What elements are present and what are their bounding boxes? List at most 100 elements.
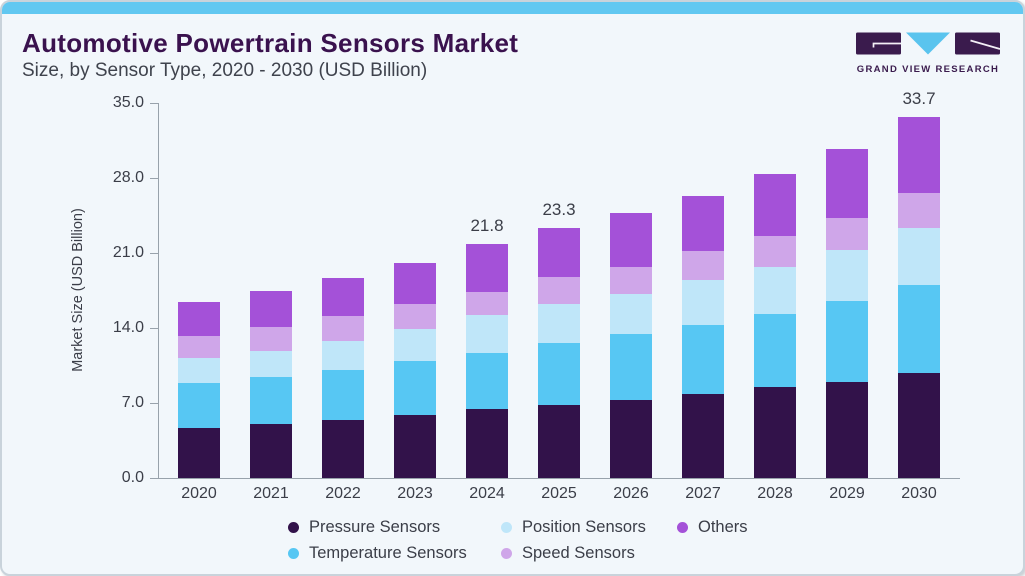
bar-segment-pressure-sensors-2026 bbox=[610, 400, 652, 478]
legend-item-speed-sensors: Speed Sensors bbox=[501, 542, 635, 564]
bar-segment-pressure-sensors-2027 bbox=[682, 394, 724, 478]
bar-segment-speed-sensors-2029 bbox=[826, 218, 868, 250]
bar-segment-speed-sensors-2020 bbox=[178, 336, 220, 358]
bar-total-label-2030: 33.7 bbox=[902, 89, 936, 108]
bar-segment-temperature-sensors-2029 bbox=[826, 301, 868, 382]
legend-label: Pressure Sensors bbox=[309, 517, 441, 536]
bar-segment-temperature-sensors-2027 bbox=[682, 325, 724, 394]
bar-segment-pressure-sensors-2020 bbox=[178, 428, 220, 478]
y-tick-label: 28.0 bbox=[112, 169, 144, 186]
x-tick-label-2024: 2024 bbox=[469, 485, 505, 502]
bar-segment-position-sensors-2021 bbox=[250, 351, 292, 377]
bar-segment-others-2024 bbox=[466, 244, 508, 292]
bar-segment-pressure-sensors-2028 bbox=[754, 387, 796, 478]
legend-swatch-icon bbox=[288, 521, 299, 533]
bar-segment-position-sensors-2020 bbox=[178, 358, 220, 383]
legend-swatch-icon bbox=[288, 547, 299, 559]
bar-segment-others-2029 bbox=[826, 149, 868, 218]
y-tick bbox=[150, 403, 158, 404]
y-tick-label: 35.0 bbox=[112, 94, 144, 111]
bar-segment-pressure-sensors-2024 bbox=[466, 409, 508, 478]
bar-segment-speed-sensors-2023 bbox=[394, 304, 436, 329]
y-tick bbox=[150, 178, 158, 179]
x-tick-label-2025: 2025 bbox=[541, 485, 577, 502]
x-tick-label-2030: 2030 bbox=[901, 485, 937, 502]
legend-label: Temperature Sensors bbox=[309, 543, 467, 562]
bar-segment-position-sensors-2029 bbox=[826, 250, 868, 301]
legend-item-position-sensors: Position Sensors bbox=[501, 516, 646, 538]
bar-segment-others-2022 bbox=[322, 278, 364, 316]
bar-segment-others-2027 bbox=[682, 196, 724, 251]
bar-segment-pressure-sensors-2025 bbox=[538, 405, 580, 478]
grand-view-research-logo: GRAND VIEW RESEARCH bbox=[855, 32, 1001, 75]
y-tick-label: 0.0 bbox=[121, 469, 144, 486]
bar-segment-position-sensors-2023 bbox=[394, 329, 436, 361]
bar-segment-others-2025 bbox=[538, 228, 580, 277]
legend-swatch-icon bbox=[501, 521, 512, 533]
bar-segment-speed-sensors-2027 bbox=[682, 251, 724, 280]
bar-segment-pressure-sensors-2029 bbox=[826, 382, 868, 478]
bar-segment-position-sensors-2026 bbox=[610, 294, 652, 334]
bar-segment-position-sensors-2027 bbox=[682, 280, 724, 325]
legend-label: Speed Sensors bbox=[522, 543, 635, 562]
bar-segment-temperature-sensors-2030 bbox=[898, 285, 940, 373]
bar-segment-temperature-sensors-2023 bbox=[394, 361, 436, 415]
x-tick-label-2022: 2022 bbox=[325, 485, 361, 502]
bar-segment-temperature-sensors-2024 bbox=[466, 353, 508, 409]
x-tick-label-2021: 2021 bbox=[253, 485, 289, 502]
bar-segment-pressure-sensors-2022 bbox=[322, 420, 364, 478]
bar-segment-others-2020 bbox=[178, 302, 220, 336]
y-tick-label: 7.0 bbox=[121, 394, 144, 411]
bar-segment-others-2023 bbox=[394, 263, 436, 304]
bar-segment-speed-sensors-2026 bbox=[610, 267, 652, 294]
bar-segment-position-sensors-2030 bbox=[898, 228, 940, 285]
bar-total-label-2025: 23.3 bbox=[542, 200, 576, 219]
bar-segment-position-sensors-2024 bbox=[466, 315, 508, 353]
bar-segment-pressure-sensors-2030 bbox=[898, 373, 940, 478]
bar-segment-others-2030 bbox=[898, 117, 940, 193]
y-tick bbox=[150, 478, 158, 479]
legend-item-others: Others bbox=[677, 516, 748, 538]
bar-segment-others-2021 bbox=[250, 291, 292, 327]
bar-segment-speed-sensors-2025 bbox=[538, 277, 580, 304]
x-tick-label-2023: 2023 bbox=[397, 485, 433, 502]
legend-label: Others bbox=[698, 517, 748, 536]
bar-segment-speed-sensors-2022 bbox=[322, 316, 364, 341]
bar-segment-speed-sensors-2024 bbox=[466, 292, 508, 315]
page-subtitle: Size, by Sensor Type, 2020 - 2030 (USD B… bbox=[22, 60, 428, 81]
bar-segment-speed-sensors-2021 bbox=[250, 327, 292, 351]
bar-total-label-2024: 21.8 bbox=[470, 216, 504, 235]
page-title: Automotive Powertrain Sensors Market bbox=[22, 28, 519, 58]
y-tick bbox=[150, 253, 158, 254]
logo-gvr-icon bbox=[856, 32, 1001, 55]
y-axis-label: Market Size (USD Billion) bbox=[70, 208, 86, 372]
bar-segment-pressure-sensors-2021 bbox=[250, 424, 292, 478]
x-tick-label-2029: 2029 bbox=[829, 485, 865, 502]
bar-segment-temperature-sensors-2026 bbox=[610, 334, 652, 400]
bar-segment-temperature-sensors-2028 bbox=[754, 314, 796, 387]
x-tick-label-2027: 2027 bbox=[685, 485, 721, 502]
bar-segment-position-sensors-2022 bbox=[322, 341, 364, 370]
legend-item-pressure-sensors: Pressure Sensors bbox=[288, 516, 440, 538]
bar-segment-position-sensors-2028 bbox=[754, 267, 796, 314]
bar-segment-temperature-sensors-2022 bbox=[322, 370, 364, 420]
bar-segment-temperature-sensors-2021 bbox=[250, 377, 292, 424]
top-accent-bar bbox=[2, 2, 1023, 14]
bar-segment-speed-sensors-2028 bbox=[754, 236, 796, 267]
bar-segment-others-2028 bbox=[754, 174, 796, 236]
bar-segment-others-2026 bbox=[610, 213, 652, 267]
legend-label: Position Sensors bbox=[522, 517, 646, 536]
x-tick-label-2020: 2020 bbox=[181, 485, 217, 502]
bar-segment-pressure-sensors-2023 bbox=[394, 415, 436, 478]
x-tick-label-2026: 2026 bbox=[613, 485, 649, 502]
y-tick-label: 21.0 bbox=[112, 244, 144, 261]
bar-segment-position-sensors-2025 bbox=[538, 304, 580, 343]
bar-segment-temperature-sensors-2020 bbox=[178, 383, 220, 428]
bar-segment-speed-sensors-2030 bbox=[898, 193, 940, 228]
legend-item-temperature-sensors: Temperature Sensors bbox=[288, 542, 467, 564]
legend-swatch-icon bbox=[677, 521, 688, 533]
y-axis-line bbox=[158, 103, 159, 478]
y-tick-label: 14.0 bbox=[112, 319, 144, 336]
